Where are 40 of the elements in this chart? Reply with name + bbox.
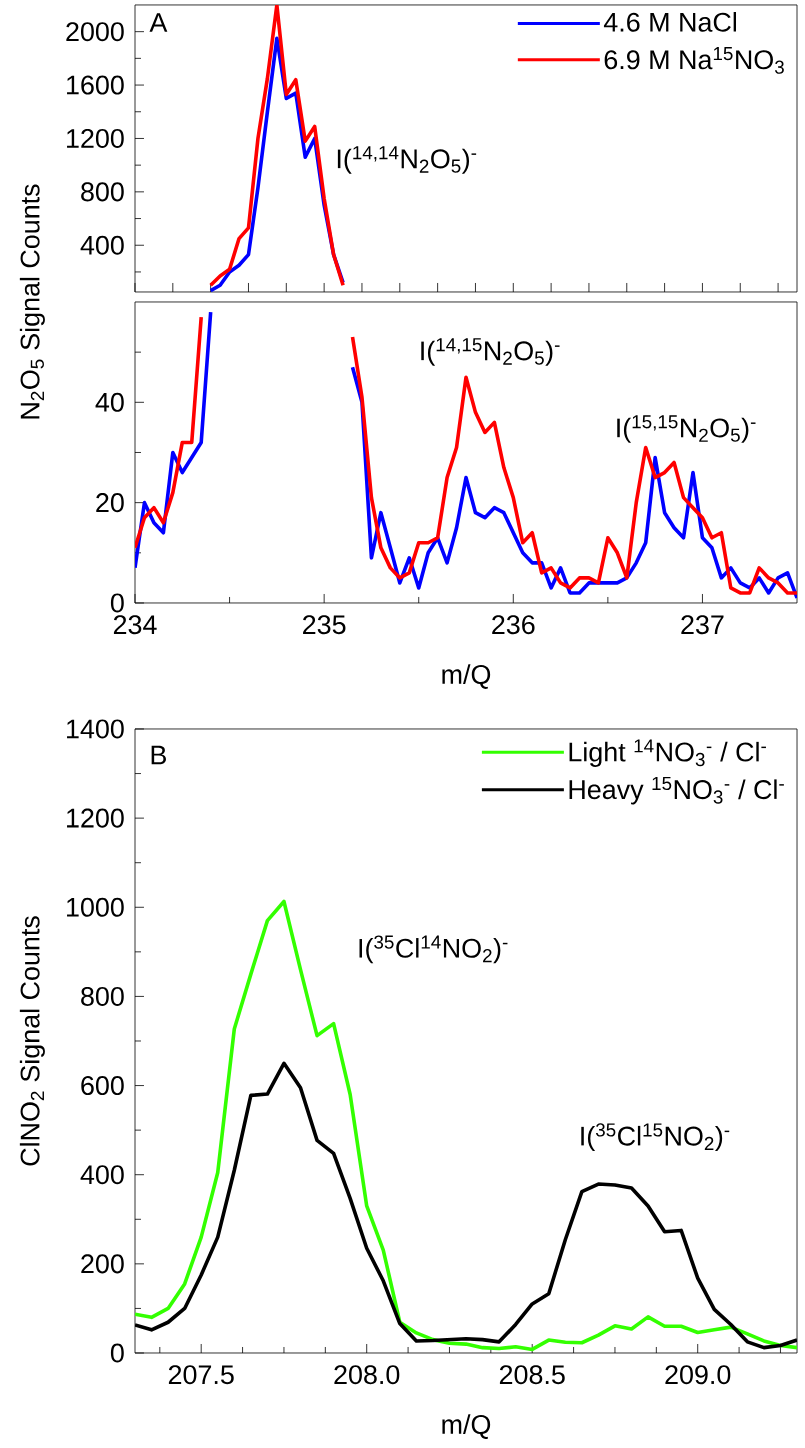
legend-label: Heavy $^{15}$NO$_{3}$$^{-}$ / Cl$^{-}$ [569,776,784,805]
x-tick-label: 208.5 [499,1365,565,1385]
x-tick-label: 234 [113,615,157,635]
y-tick-label: 1200 [67,128,124,148]
x-tick-label: 235 [303,615,346,635]
y-tick-label: 2000 [66,22,124,42]
x-axis-title: m/Q [442,664,491,689]
annotation: I($^{15,15}$N$_{2}$O$_{5}$)$^{-}$ [617,415,756,443]
x-tick-label: 207.5 [168,1365,234,1385]
annotation: I($^{14,14}$N$_{2}$O$_{5}$)$^{-}$ [337,146,477,174]
legend-label: Light $^{14}$NO$_{3}$$^{-}$ / Cl$^{-}$ [569,739,766,767]
x-axis-title: m/Q [442,1414,491,1439]
y-axis-title: ClNO$_{2}$ Signal Counts [19,916,45,1166]
y-tick-label: 1200 [67,808,124,828]
y-tick-label: 200 [81,1254,124,1274]
legend-label: 6.9 M Na$^{15}$NO$_{3}$ [604,47,784,74]
line-series [135,899,798,1352]
annotation: A [149,13,168,32]
x-tick-label: 209.0 [665,1365,731,1385]
y-tick-label: 0 [110,1343,124,1363]
y-tick-label: 40 [95,392,124,412]
annotation: I($^{14,15}$N$_{2}$O$_{5}$)$^{-}$ [421,338,560,366]
y-tick-label: 1400 [67,719,124,739]
annotation: B [151,745,166,765]
y-tick-label: 800 [81,986,124,1006]
annotation: I($^{35}$Cl$^{15}$NO$_{2}$)$^{-}$ [581,1123,730,1151]
y-tick-label: 1600 [67,75,124,95]
y-tick-label: 20 [96,493,124,513]
x-tick-label: 237 [681,615,724,635]
legend-label: 4.6 M NaCl [603,12,737,32]
y-tick-label: 600 [81,1076,124,1096]
y-axis-title: N$_{2}$O$_{5}$ Signal Counts [19,184,45,419]
y-tick-label: 400 [80,1165,124,1185]
x-tick-label: 208.0 [334,1365,400,1385]
x-tick-label: 236 [492,615,535,635]
y-tick-label: 1000 [67,897,124,917]
y-tick-label: 400 [80,235,124,255]
y-tick-label: 0 [110,593,124,613]
annotation: I($^{35}$Cl$^{14}$NO$_{2}$)$^{-}$ [359,935,508,964]
y-tick-label: 800 [81,182,124,202]
